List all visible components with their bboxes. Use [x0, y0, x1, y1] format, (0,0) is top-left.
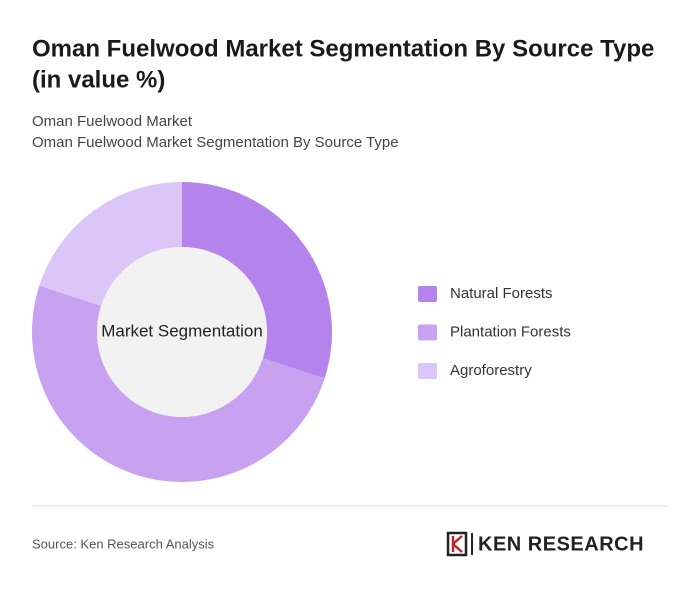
legend-label: Natural Forests	[450, 285, 553, 302]
legend-label: Plantation Forests	[450, 323, 571, 340]
subtitle: Oman Fuelwood Market	[32, 113, 193, 130]
donut	[32, 182, 332, 482]
legend-swatch	[418, 324, 437, 341]
logo: KEN RESEARCH	[478, 533, 644, 555]
chart-title: (in value %)	[32, 66, 165, 93]
center-label: Market Segmentation	[101, 321, 263, 340]
chart-title: Oman Fuelwood Market Segmentation By Sou…	[32, 35, 654, 62]
donut-hole	[97, 247, 267, 417]
donut-slice	[39, 182, 182, 306]
legend-swatch	[418, 286, 437, 302]
donut-slice	[182, 182, 332, 379]
source: Source: Ken Research Analysis	[32, 536, 215, 551]
subtitle: Oman Fuelwood Market Segmentation By Sou…	[32, 134, 399, 151]
legend-swatch	[418, 363, 437, 379]
logo-icon	[446, 531, 473, 557]
donut-slice	[32, 285, 325, 482]
legend-label: Agroforestry	[450, 362, 532, 379]
legend: Natural Forests Plantation Forests Agrofor…	[418, 285, 571, 379]
